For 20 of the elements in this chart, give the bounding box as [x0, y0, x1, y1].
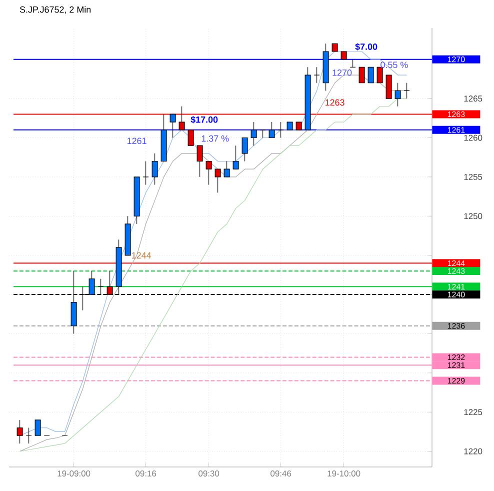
annotation: 1244: [132, 252, 152, 258]
x-tick-label: 19-10:00: [328, 470, 360, 476]
annotation: 1.37 %: [202, 135, 229, 142]
annotation: 1261: [128, 138, 146, 144]
annotation: $7.00: [355, 43, 378, 50]
x-tick-label: 09:30: [198, 470, 220, 476]
chart-title: S.JP.J6752, 2 Min: [20, 6, 91, 14]
y-tick-label: 1220: [464, 448, 482, 454]
annotation: $17.00: [190, 116, 218, 124]
annotation: 0.55 %: [380, 62, 408, 68]
x-tick-label: 09:16: [136, 470, 156, 476]
annotation: 1270: [332, 69, 352, 76]
annotation: 1263: [326, 99, 344, 106]
x-tick-label: 19-09:00: [58, 470, 90, 476]
x-tick-label: 09:46: [270, 470, 292, 476]
y-tick-label: 1255: [464, 174, 482, 180]
y-tick-label: 1225: [464, 409, 482, 416]
y-tick-label: 1250: [464, 213, 482, 220]
y-tick-label: 1265: [464, 96, 482, 102]
y-tick-label: 1260: [464, 134, 482, 141]
